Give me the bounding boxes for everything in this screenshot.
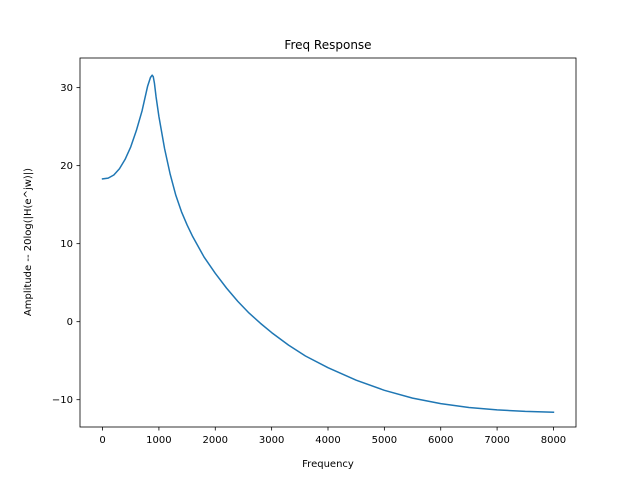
x-tick-label: 5000: [372, 435, 397, 446]
y-tick-label: −10: [52, 395, 73, 406]
x-tick-label: 0: [99, 435, 105, 446]
x-tick-label: 3000: [259, 435, 284, 446]
y-tick-label: 10: [60, 239, 73, 250]
x-tick-label: 1000: [146, 435, 171, 446]
y-tick-label: 30: [60, 83, 73, 94]
plot-area: 0 1000 2000 3000 4000 5000 6000 7000 8000 −10 0 10 2…: [52, 57, 577, 446]
x-axis-title: Frequency: [302, 459, 354, 470]
y-tick-label: 20: [60, 161, 73, 172]
x-tick-label: 4000: [315, 435, 340, 446]
y-tick-label: 0: [67, 317, 73, 328]
series-line-0: [101, 74, 555, 413]
y-axis-title: Amplitude -- 20log(|H(e^jw)|): [23, 168, 34, 316]
chart-title: Freq Response: [284, 38, 371, 52]
x-tick-label: 7000: [484, 435, 509, 446]
x-tick-label: 8000: [541, 435, 566, 446]
x-tick-label: 2000: [203, 435, 228, 446]
x-tick-label: 6000: [428, 435, 453, 446]
